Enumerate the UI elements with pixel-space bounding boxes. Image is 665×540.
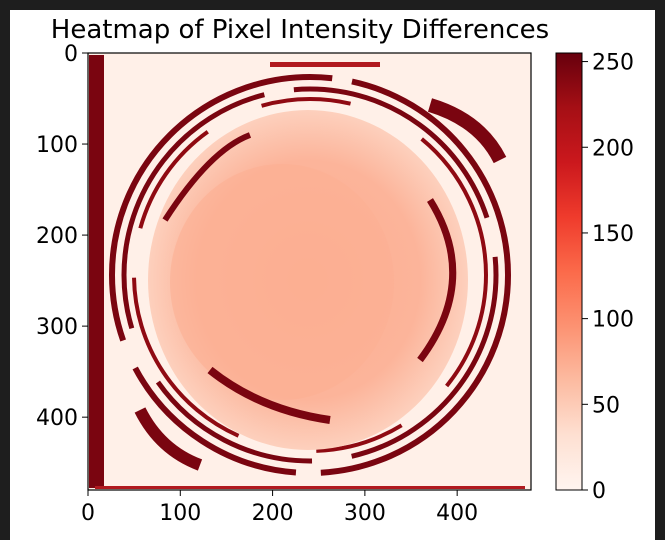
colorbar-axis: 0 50 100 150 200 250 (582, 51, 634, 504)
colorbar-tick-label: 100 (592, 308, 634, 333)
bottom-noise (95, 486, 525, 489)
upper-left-arc (162, 132, 252, 222)
colorbar-tick-label: 200 (592, 136, 634, 161)
middle-ring (121, 86, 499, 464)
x-tick-label: 400 (436, 501, 478, 526)
chart-title: Heatmap of Pixel Intensity Differences (51, 15, 549, 45)
y-tick-label: 0 (64, 42, 78, 67)
y-tick-label: 200 (36, 224, 78, 249)
x-tick-label: 200 (252, 501, 294, 526)
x-tick-label: 0 (81, 501, 95, 526)
colorbar-tick-label: 250 (592, 51, 634, 76)
lower-left-blob (134, 407, 203, 471)
outer-ring (109, 74, 511, 476)
x-axis: 0 100 200 300 400 (81, 490, 478, 526)
x-tick-label: 300 (344, 501, 386, 526)
top-noise (270, 62, 380, 67)
colorbar (555, 52, 583, 491)
y-axis: 0 100 200 300 400 (36, 42, 88, 431)
heatmap-chart: Heatmap of Pixel Intensity Differences (36, 15, 634, 526)
lower-left-arc (207, 366, 331, 424)
upper-right-arc (427, 98, 507, 164)
colorbar-tick-label: 0 (592, 479, 606, 504)
plot-frame (87, 52, 532, 491)
left-edge-strip (89, 55, 104, 488)
colorbar-tick-label: 150 (592, 222, 634, 247)
y-tick-label: 100 (36, 133, 78, 158)
y-tick-label: 400 (36, 406, 78, 431)
inner-ring (132, 97, 488, 453)
colorbar-tick-label: 50 (592, 393, 620, 418)
x-tick-label: 100 (159, 501, 201, 526)
right-arc (417, 198, 457, 363)
heatmap-image (88, 53, 531, 490)
figure-canvas: Heatmap of Pixel Intensity Differences (10, 10, 655, 540)
inner-disc (170, 164, 394, 400)
y-tick-label: 300 (36, 315, 78, 340)
